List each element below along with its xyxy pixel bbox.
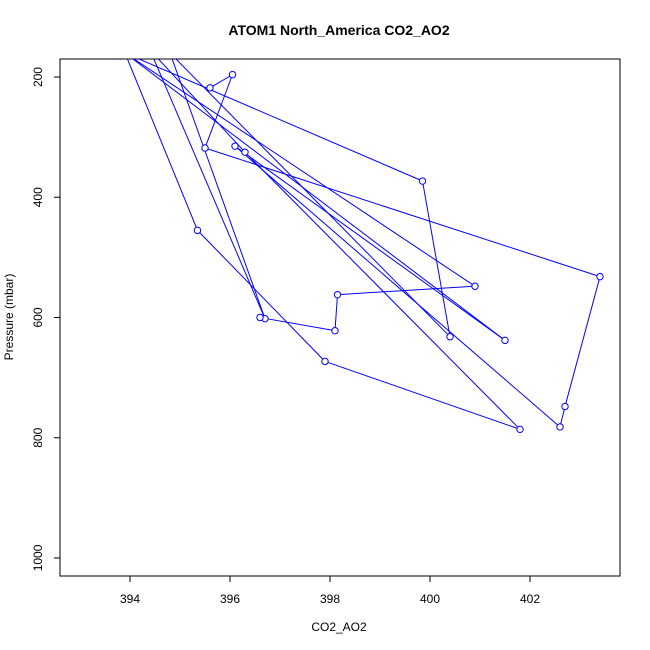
x-tick-label: 402: [520, 592, 540, 606]
x-tick-label: 398: [320, 592, 340, 606]
series-segment: [205, 77, 232, 146]
y-tick-label: 200: [31, 67, 45, 87]
series-segment: [133, 59, 473, 285]
y-axis: 200 400 600 800 1000: [31, 67, 60, 571]
y-tick-label: 400: [31, 187, 45, 207]
series-segment: [153, 59, 265, 316]
series-segment: [199, 232, 324, 360]
data-point: [331, 327, 339, 335]
series-segment: [207, 148, 598, 277]
data-point: [167, 50, 173, 56]
data-point: [122, 50, 128, 56]
data-point: [201, 144, 209, 152]
series-segment: [327, 361, 518, 429]
data-point: [561, 402, 569, 411]
series-segment: [246, 154, 519, 428]
x-axis: 394 396 398 400 402: [120, 576, 540, 606]
x-tick-label: 394: [120, 592, 140, 606]
data-point: [418, 177, 427, 185]
series-segment: [175, 59, 449, 335]
series-segment: [132, 59, 503, 339]
series-segment: [137, 59, 420, 181]
chart-title: ATOM1 North_America CO2_AO2: [228, 22, 449, 38]
data-point: [596, 272, 604, 281]
series-segment: [212, 75, 230, 87]
series-segment: [560, 409, 565, 424]
data-point: [321, 357, 329, 366]
series-segment: [171, 59, 265, 316]
series-segment: [565, 279, 600, 404]
data-point: [206, 84, 214, 92]
series-segment: [263, 317, 332, 331]
data-point: [147, 47, 153, 53]
y-axis-label: Pressure (mbar): [2, 274, 16, 361]
data-point: [241, 148, 249, 156]
data-point: [228, 70, 237, 79]
y-tick-label: 1000: [31, 544, 45, 571]
series-layer: [126, 59, 600, 429]
data-point: [256, 313, 264, 322]
series-segment: [237, 147, 558, 426]
data-point: [556, 423, 564, 431]
y-tick-label: 600: [31, 307, 45, 327]
data-point: [122, 50, 128, 56]
data-point: [193, 226, 202, 235]
x-tick-label: 400: [420, 592, 440, 606]
data-point: [471, 282, 479, 290]
data-point: [516, 425, 524, 434]
series-segment: [126, 59, 197, 228]
data-point: [501, 336, 509, 345]
series-segment: [340, 285, 472, 295]
series-segment: [237, 147, 503, 339]
series-segment: [422, 184, 450, 334]
x-axis-label: CO2_AO2: [311, 620, 367, 634]
data-point: [333, 290, 342, 299]
series-segment: [334, 297, 338, 328]
data-point: [231, 142, 239, 150]
y-tick-label: 800: [31, 427, 45, 447]
data-point: [446, 333, 454, 341]
x-tick-label: 396: [220, 592, 240, 606]
plot-frame: [59, 58, 621, 577]
point-layer: [122, 47, 604, 434]
